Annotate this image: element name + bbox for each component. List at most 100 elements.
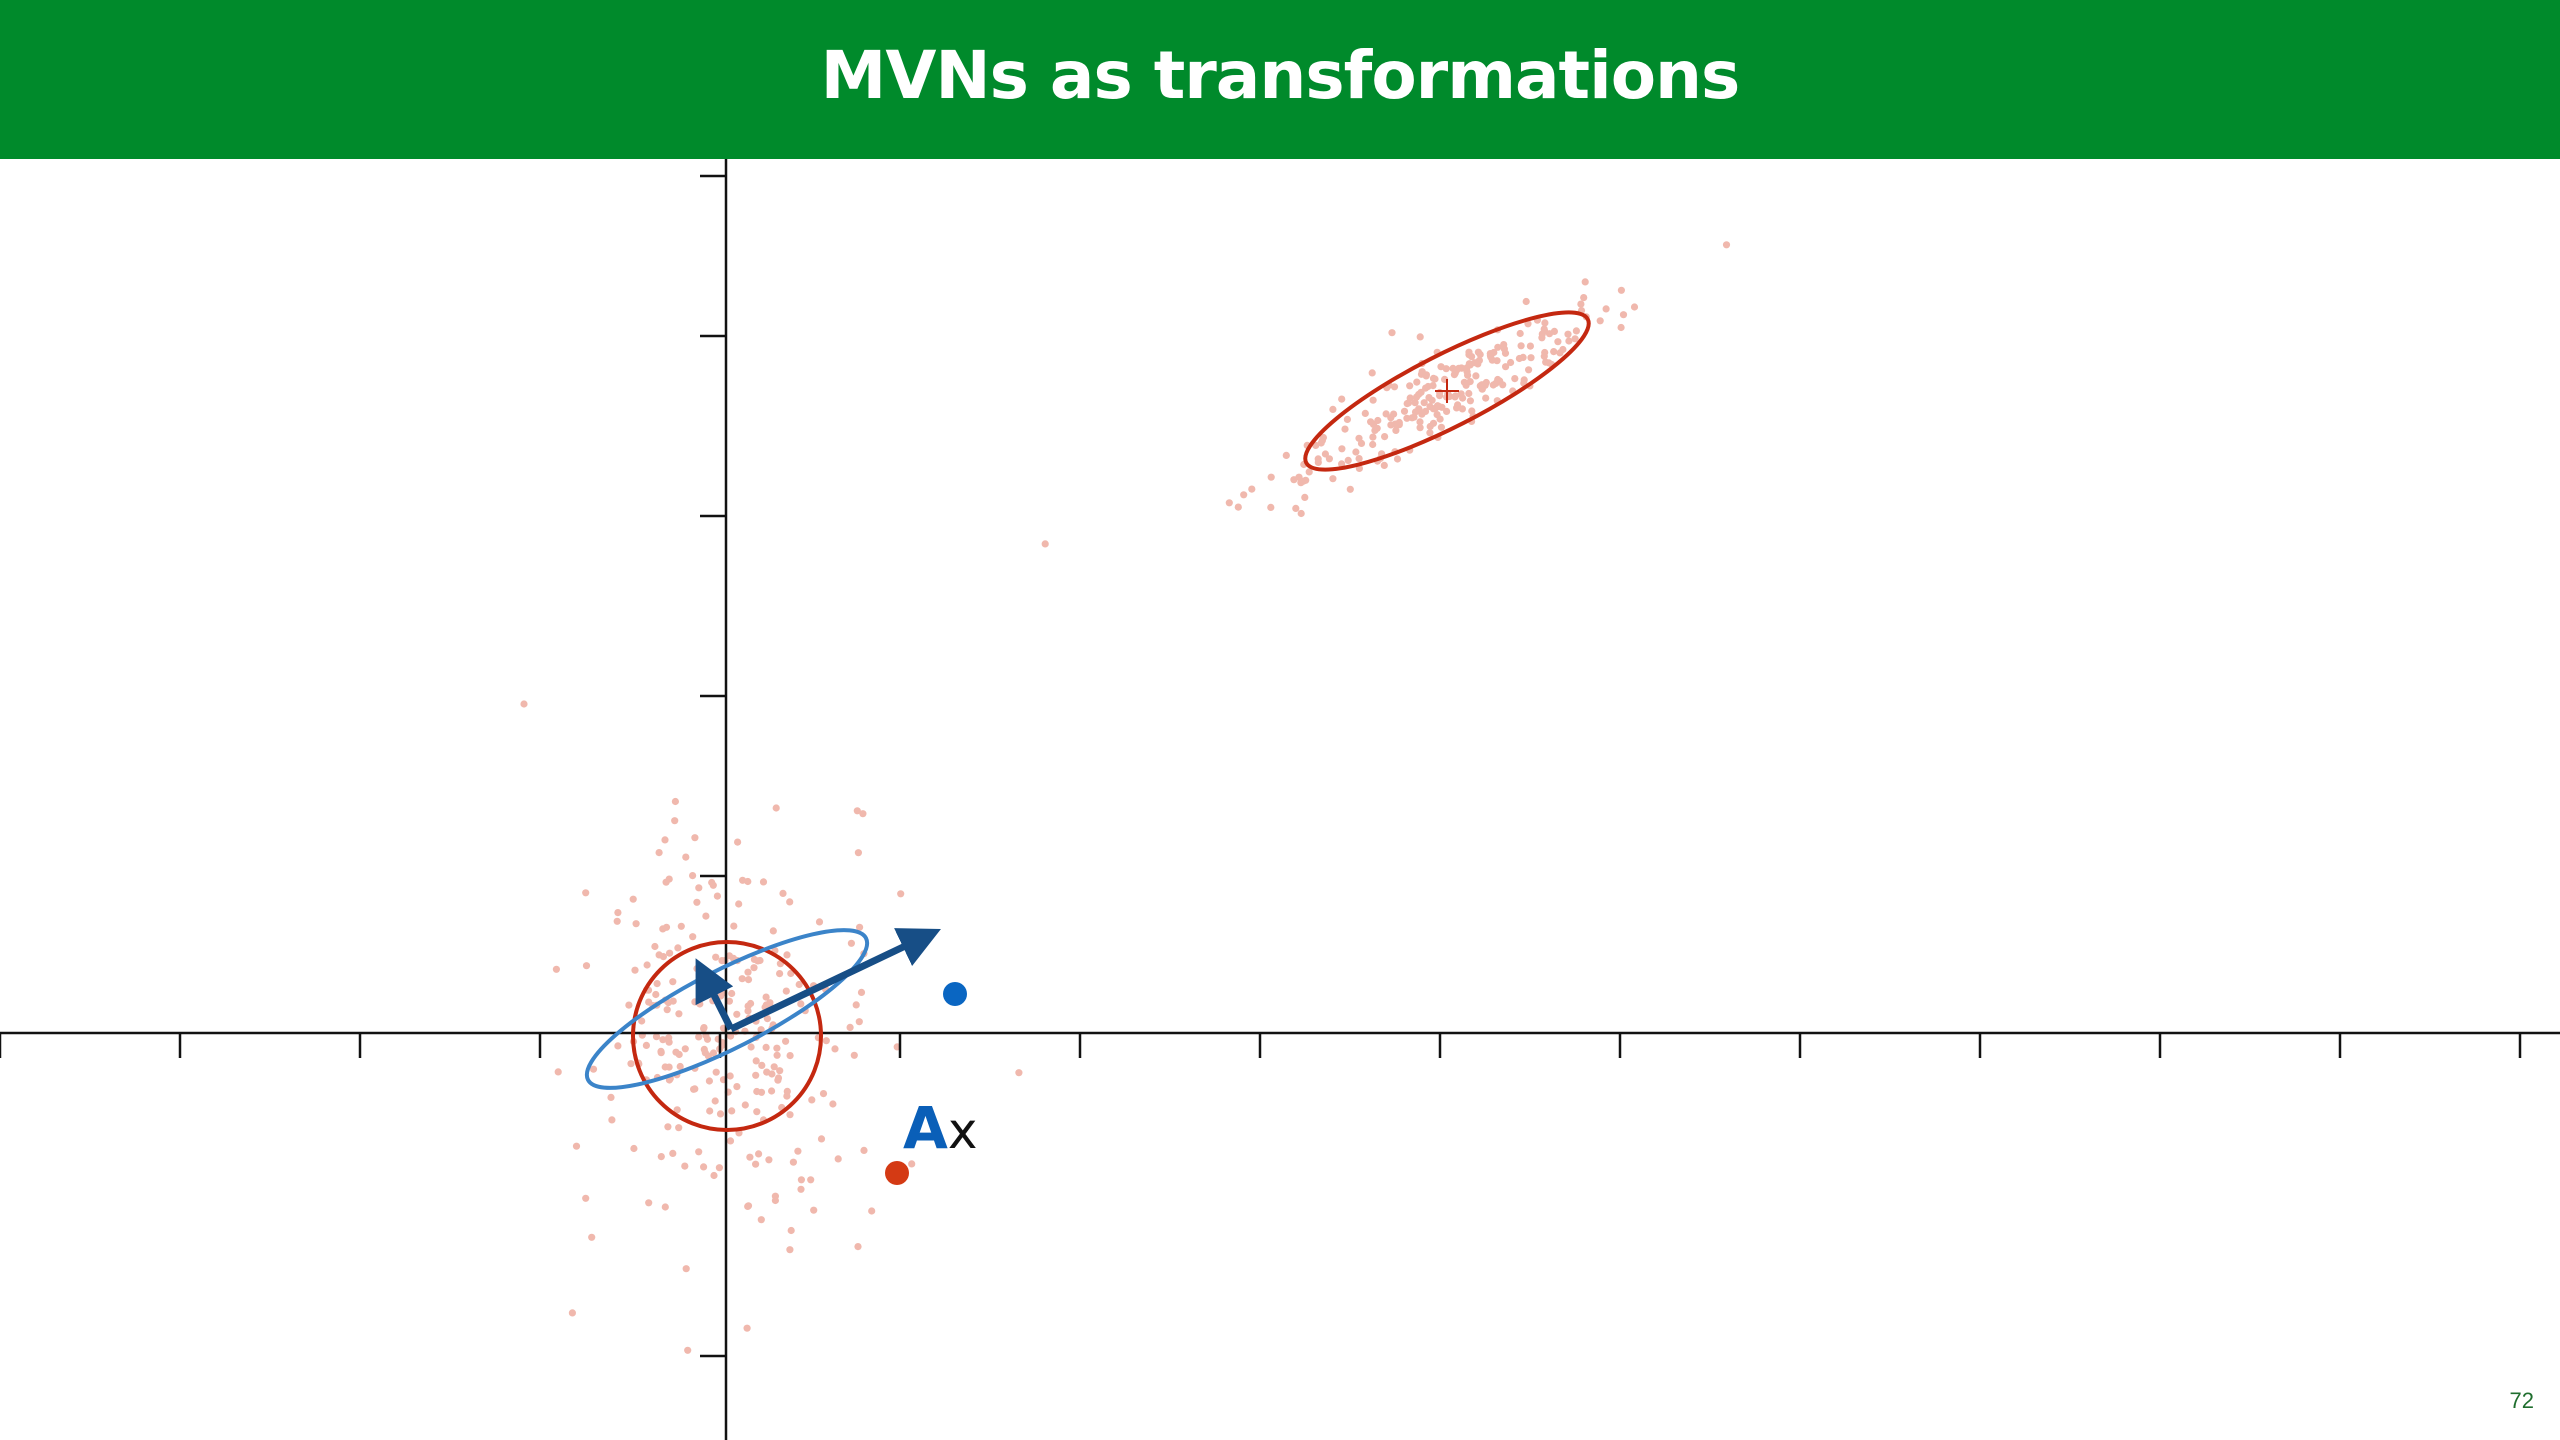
sample-dot: [1346, 485, 1354, 493]
sample-dot: [815, 918, 824, 926]
sample-dot: [1319, 433, 1327, 442]
sample-dot: [786, 1246, 794, 1254]
sample-dot: [1493, 357, 1501, 365]
sample-dot: [734, 838, 742, 846]
sample-dot: [795, 980, 803, 989]
sample-dot: [1520, 376, 1528, 384]
sample-dot: [735, 900, 743, 908]
sample-dot: [690, 1085, 698, 1093]
sample-dot: [854, 1243, 862, 1251]
sample-dot: [1429, 405, 1437, 413]
sample-dot: [700, 1024, 708, 1032]
sample-dot: [1411, 399, 1419, 407]
sample-dot: [684, 1346, 692, 1354]
sample-dot: [1522, 297, 1530, 306]
sample-dot: [657, 1047, 665, 1055]
sample-dot: [789, 1158, 798, 1166]
sample-dot: [1395, 421, 1403, 429]
sample-dot: [675, 1124, 683, 1132]
sample-dot: [642, 1041, 651, 1049]
sample-dot: [1468, 407, 1476, 415]
sample-dot: [608, 1116, 616, 1124]
sample-dot: [1556, 349, 1564, 357]
sample-dot: [1234, 503, 1242, 511]
slide-title: MVNs as transformations: [820, 36, 1741, 114]
sample-dot: [897, 890, 905, 898]
sample-dot: [756, 956, 764, 965]
sample-dot: [711, 1097, 719, 1105]
sample-dot: [677, 922, 685, 930]
sample-dot: [817, 1135, 826, 1143]
sample-dot: [746, 1153, 754, 1161]
sample-dot: [1321, 450, 1329, 458]
sample-dot: [1341, 425, 1349, 433]
sample-dot: [768, 1087, 776, 1095]
sample-dot: [632, 920, 640, 928]
sample-dot: [554, 1068, 562, 1076]
sample-dot: [1476, 350, 1484, 359]
matrix-A-label: A: [903, 1094, 948, 1162]
sample-dot: [728, 989, 736, 998]
sample-dot: [1305, 468, 1313, 476]
sample-dot: [773, 1044, 781, 1052]
sample-dot: [787, 1226, 795, 1235]
sample-dot: [783, 951, 791, 959]
sample-dot: [1572, 327, 1580, 335]
sample-dot: [857, 988, 866, 997]
sample-dot: [681, 1162, 689, 1170]
sample-dot: [705, 1077, 714, 1085]
sample-dot: [1369, 433, 1377, 441]
sample-dot: [1380, 461, 1388, 469]
sample-dot: [1352, 448, 1360, 456]
sample-dot: [630, 1144, 638, 1153]
sample-dot: [607, 1093, 615, 1101]
sample-dot: [1381, 433, 1389, 441]
sample-dot: [763, 1015, 772, 1023]
sample-dot: [614, 909, 622, 917]
sample-dot: [738, 975, 746, 983]
sample-dot: [757, 1026, 765, 1034]
sample-dot: [1465, 389, 1473, 398]
sample-dot: [1343, 415, 1351, 423]
Ax-label: Ax: [903, 1094, 977, 1162]
sample-dot: [693, 898, 701, 906]
sample-dot: [1433, 411, 1441, 419]
sample-dot: [847, 939, 856, 947]
sample-dot: [625, 1001, 633, 1009]
sample-dot: [665, 875, 673, 883]
sample-dot: [674, 944, 682, 952]
sample-dot: [750, 964, 758, 972]
sample-dot: [1451, 392, 1460, 400]
sample-dot: [773, 1051, 781, 1059]
sample-dot: [743, 1324, 751, 1332]
sample-dot: [1374, 416, 1382, 425]
sample-dot: [1417, 370, 1426, 378]
sample-dot: [1290, 476, 1298, 484]
sample-dot: [1338, 460, 1346, 468]
sample-dot: [673, 1106, 681, 1114]
sample-dot: [1413, 378, 1421, 386]
sample-dot: [757, 1216, 765, 1224]
sample-dot: [710, 1171, 718, 1180]
sample-dot: [715, 1164, 724, 1172]
sample-dot: [1403, 400, 1411, 408]
sample-dot: [582, 962, 591, 970]
sample-dot: [787, 969, 795, 978]
sample-dot: [666, 949, 674, 957]
sample-dot: [589, 1065, 598, 1073]
sample-dot: [1466, 378, 1474, 386]
sample-dot: [846, 1023, 854, 1031]
y-axis-ticks: [700, 174, 726, 1358]
page-number: 72: [2509, 1388, 2534, 1413]
sample-dot: [1463, 364, 1471, 372]
sample-dot: [1472, 372, 1480, 380]
sample-dot: [1415, 405, 1423, 413]
arrow-vector-minor: [695, 958, 735, 1031]
sample-dot: [759, 878, 768, 886]
sample-dot: [572, 1142, 581, 1150]
sample-dot: [725, 952, 734, 960]
sample-dot: [819, 1090, 828, 1098]
sample-dot: [1426, 429, 1434, 437]
sample-dot: [1511, 375, 1519, 383]
sample-dot: [712, 1068, 720, 1076]
